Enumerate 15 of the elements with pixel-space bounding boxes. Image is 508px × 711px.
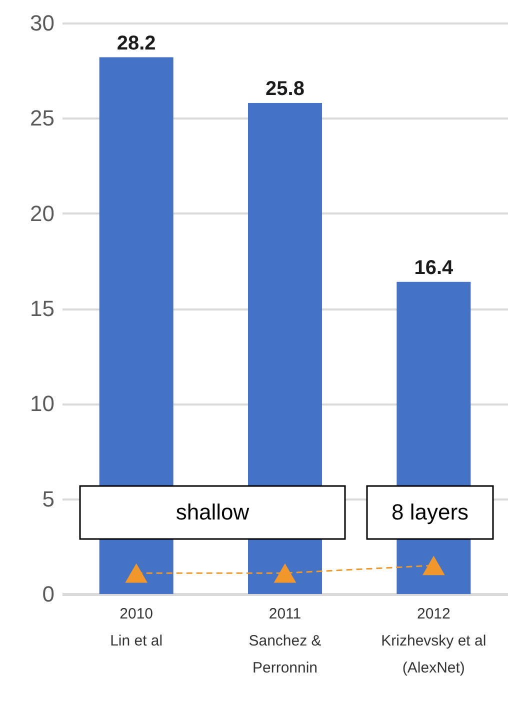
x-tick-label: 2012 Krizhevsky et al (AlexNet) xyxy=(381,606,486,676)
y-tick-label: 15 xyxy=(30,296,54,321)
data-label: 25.8 xyxy=(266,78,304,100)
y-tick-label: 30 xyxy=(30,10,54,36)
y-tick-label: 0 xyxy=(42,582,54,606)
x-tick-label: 2011 Sanchez & Perronnin xyxy=(248,606,322,676)
y-tick-label: 5 xyxy=(42,486,54,512)
annotation: 8 layers xyxy=(391,500,469,524)
y-tick-label: 10 xyxy=(30,391,54,416)
data-label: 16.4 xyxy=(414,256,454,279)
y-tick-label: 25 xyxy=(30,106,54,131)
data-label: 28.2 xyxy=(116,32,156,54)
y-tick-label: 20 xyxy=(30,200,54,226)
x-tick-label: 2010 Lin et al xyxy=(110,606,163,650)
annotation: shallow xyxy=(176,500,250,524)
